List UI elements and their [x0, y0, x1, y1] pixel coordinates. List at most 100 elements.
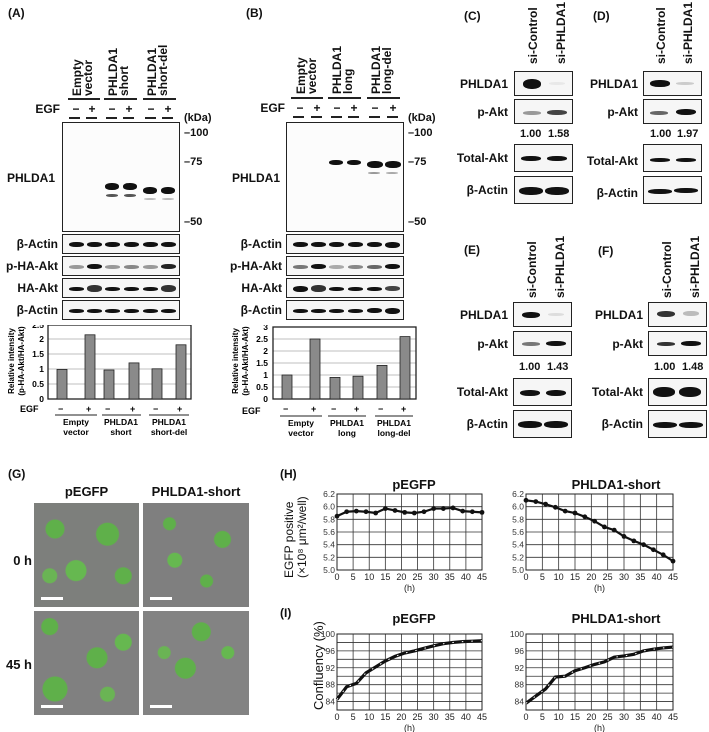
marker-75: –75	[184, 156, 203, 168]
svg-text:+: +	[177, 404, 182, 414]
svg-text:2: 2	[263, 346, 268, 356]
svg-text:15: 15	[570, 572, 580, 582]
svg-text:long: long	[338, 428, 356, 438]
scale-bar	[41, 705, 63, 708]
svg-text:45: 45	[668, 572, 678, 582]
svg-text:20: 20	[396, 572, 406, 582]
svg-text:Relative intensity: Relative intensity	[7, 328, 16, 394]
svg-text:0: 0	[263, 394, 268, 404]
row-label: p-Akt	[477, 337, 508, 351]
svg-text:vector: vector	[288, 428, 314, 438]
lane-group-label: PHLDA1 long	[330, 45, 355, 94]
row-label: 45 h	[5, 657, 32, 672]
row-label: PHLDA1	[589, 77, 638, 91]
svg-text:5.8: 5.8	[323, 514, 335, 524]
row-label: p-Akt	[477, 105, 508, 119]
row-label: β-Actin	[240, 303, 282, 317]
svg-text:25: 25	[413, 572, 423, 582]
panel-d-label: (D)	[593, 9, 610, 23]
ratio-value: 1.00	[654, 361, 676, 373]
lane-group-label: Empty vector	[294, 57, 319, 94]
svg-text:0: 0	[334, 712, 339, 722]
svg-text:5.4: 5.4	[323, 540, 335, 550]
scale-bar	[150, 597, 172, 600]
column-title: pEGFP	[64, 484, 109, 499]
ha-akt-blot	[62, 278, 180, 298]
ratio-value: 1.97	[677, 128, 699, 140]
svg-text:20: 20	[586, 572, 596, 582]
svg-text:96: 96	[515, 646, 525, 656]
total-akt-blot	[643, 144, 702, 172]
svg-text:1: 1	[263, 370, 268, 380]
egf-sign: −	[72, 102, 80, 116]
svg-text:+: +	[401, 404, 406, 414]
beta-actin-blot	[62, 234, 180, 254]
svg-text:6.0: 6.0	[323, 502, 335, 512]
row-label: β-Actin	[596, 186, 638, 200]
panel-b-label: (B)	[246, 6, 263, 20]
egf-sign: −	[296, 101, 304, 115]
micrograph-phlda1-short-0h	[143, 503, 249, 607]
line-charts-h: 5.0 5.2 5.4 5.6 5.8 6.0 6.2 0 5 10 15 20 25 30 35 40 45 (…	[323, 490, 678, 593]
micrograph-phlda1-short-45h	[143, 611, 249, 715]
beta-actin-blot	[514, 176, 573, 204]
svg-text:−: −	[58, 404, 63, 414]
micrograph-pegfp-45h	[34, 611, 139, 715]
svg-text:PHLDA1: PHLDA1	[152, 417, 186, 427]
svg-text:5.0: 5.0	[512, 565, 524, 575]
svg-text:+: +	[86, 404, 91, 414]
row-label: PHLDA1	[594, 308, 643, 322]
lane-group-label: PHLDA1 long-del	[369, 45, 394, 94]
svg-text:5.8: 5.8	[512, 514, 524, 524]
svg-text:1: 1	[39, 364, 44, 374]
row-label: p-HA-Akt	[230, 259, 282, 273]
svg-text:45: 45	[477, 712, 487, 722]
beta-actin-blot-2	[62, 300, 180, 320]
svg-text:short-del: short-del	[151, 427, 187, 437]
svg-text:92: 92	[515, 663, 525, 673]
svg-text:2: 2	[39, 334, 44, 344]
beta-actin-blot	[513, 410, 572, 438]
svg-text:−: −	[378, 404, 383, 414]
egf-label: EGF	[260, 101, 285, 115]
chart-title: PHLDA1-short	[571, 477, 661, 492]
svg-text:PHLDA1: PHLDA1	[104, 417, 138, 427]
egf-sign: +	[125, 102, 133, 116]
svg-text:45: 45	[477, 572, 487, 582]
svg-text:(h): (h)	[594, 583, 605, 593]
svg-text:30: 30	[429, 712, 439, 722]
svg-text:2.5: 2.5	[256, 334, 268, 344]
svg-text:5: 5	[540, 712, 545, 722]
svg-text:96: 96	[326, 646, 336, 656]
row-label: Total-Akt	[456, 385, 508, 399]
svg-text:100: 100	[510, 629, 524, 639]
p-akt-blot	[514, 99, 573, 124]
phlda1-blot	[648, 302, 707, 327]
lane-label: si-PHLDA1	[681, 1, 695, 64]
ratio-value: 1.00	[650, 128, 672, 140]
lane-label: si-Control	[525, 241, 539, 298]
total-akt-blot	[514, 144, 573, 172]
row-label-phlda1: PHLDA1	[6, 171, 55, 185]
svg-text:(h): (h)	[404, 583, 415, 593]
svg-text:10: 10	[364, 572, 374, 582]
phlda1-blot	[643, 71, 702, 96]
bar-chart-a: 0 0.5 1 1.5 2 2.5 Relative intensity (p-HA-A…	[7, 325, 192, 437]
scale-bar	[150, 705, 172, 708]
kda-label: (kDa)	[408, 112, 436, 124]
svg-text:5.4: 5.4	[512, 540, 524, 550]
svg-text:20: 20	[586, 712, 596, 722]
bar-chart-b: 0 0.5 1 1.5 2 2.5 3 Relative intensity (p-HA-…	[231, 325, 417, 438]
phlda1-blot	[62, 122, 180, 232]
svg-text:5.2: 5.2	[512, 552, 524, 562]
svg-text:84: 84	[515, 697, 525, 707]
svg-text:0: 0	[523, 572, 528, 582]
panel-a-label: (A)	[8, 6, 25, 20]
group-underline	[104, 98, 137, 100]
svg-text:15: 15	[380, 572, 390, 582]
svg-text:Relative intensity: Relative intensity	[231, 328, 240, 394]
lane-label: si-PHLDA1	[554, 1, 568, 64]
svg-text:88: 88	[515, 680, 525, 690]
svg-text:−: −	[105, 404, 110, 414]
svg-text:5: 5	[540, 572, 545, 582]
